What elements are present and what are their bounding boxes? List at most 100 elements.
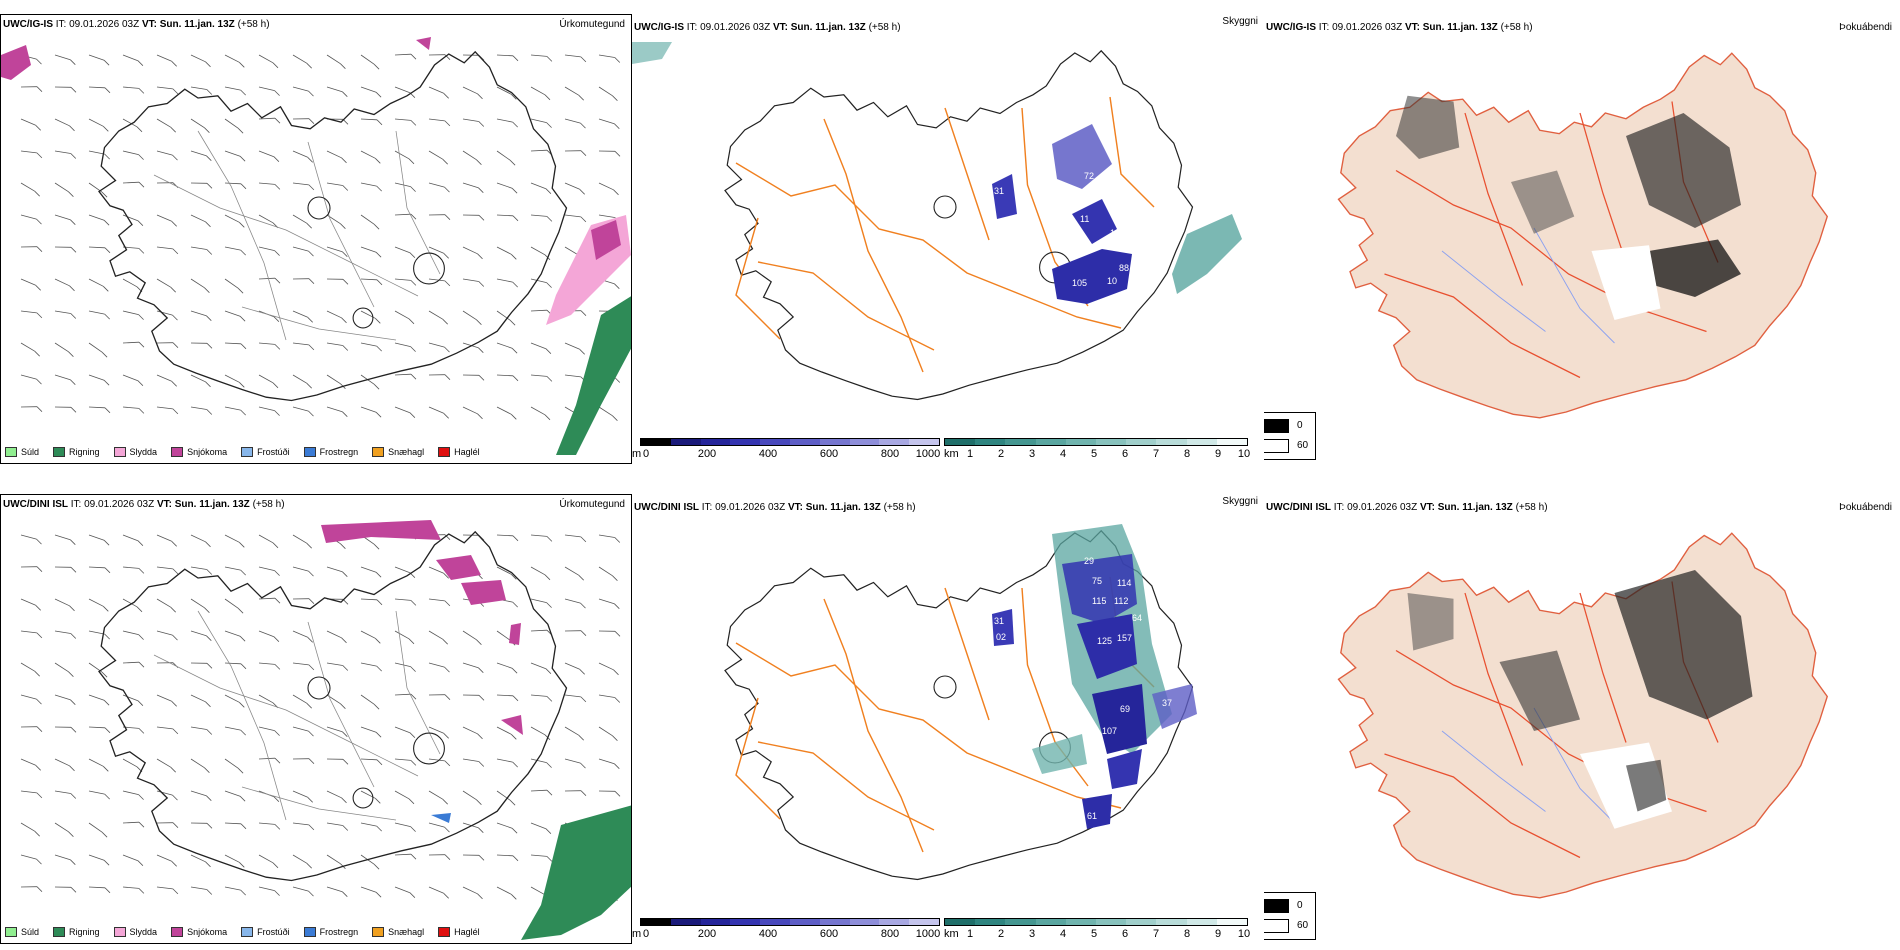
- vis-label: 64: [1132, 613, 1142, 623]
- fog-legend-swatch: [1264, 919, 1289, 933]
- colorbar-m: m 0 200 400 600 800 1000: [632, 438, 942, 464]
- legend-swatch: [171, 447, 184, 457]
- panel-header: UWC/IG-IS IT: 09.01.2026 03Z VT: Sun. 11…: [3, 19, 270, 30]
- vis-label: 69: [1120, 704, 1130, 714]
- fog-legend: 0 60: [1264, 412, 1316, 460]
- legend-item-3: Snjókoma: [171, 447, 227, 457]
- colorbar-segment: [1216, 439, 1248, 445]
- legend-item-5: Frostregn: [303, 927, 358, 937]
- colorbar-segment: [1216, 919, 1248, 925]
- vis-label: 10: [1107, 276, 1117, 286]
- colorbar-m: m 0 200 400 600 800 1000: [632, 918, 942, 944]
- colorbar-km: km 1 2 3 4 5 6 7 8 9 10: [944, 918, 1254, 944]
- colorbar-segment: [1035, 439, 1066, 445]
- vis-label: 88: [1119, 263, 1129, 273]
- panel-header: UWC/IG-IS IT: 09.01.2026 03Z VT: Sun. 11…: [1266, 22, 1533, 33]
- legend-item-1: Rigning: [53, 447, 100, 457]
- visibility-map: 29 75 114 115 112 64 125 157 31 02 69 10…: [724, 524, 1197, 881]
- colorbar-segment: [1005, 919, 1036, 925]
- legend-item-0: Súld: [5, 927, 39, 937]
- colorbar-segment: [1156, 439, 1187, 445]
- visibility-map: 105 10 88 11 31 103 72: [632, 42, 1242, 401]
- colorbar-segment: [789, 919, 820, 925]
- colorbar-segment: [789, 439, 820, 445]
- fog-map: [1337, 52, 1828, 419]
- fog-panel-top: UWC/IG-IS IT: 09.01.2026 03Z VT: Sun. 11…: [1264, 14, 1900, 464]
- vis-label: 02: [996, 632, 1006, 642]
- precip-legend: Súld Rigning Slydda Snjókoma Frostúði Fr…: [5, 447, 480, 457]
- colorbar-segment: [641, 919, 671, 925]
- legend-item-0: Súld: [5, 447, 39, 457]
- legend-swatch: [53, 927, 66, 937]
- legend-swatch: [372, 447, 385, 457]
- legend-swatch: [438, 927, 451, 937]
- legend-swatch: [303, 447, 316, 457]
- colorbar-segment: [670, 919, 701, 925]
- legend-item-1: Rigning: [53, 927, 100, 937]
- colorbar-segment: [700, 439, 731, 445]
- panel-header: UWC/DINI ISL IT: 09.01.2026 03Z VT: Sun.…: [1266, 502, 1548, 513]
- visibility-panel-top: UWC/IG-IS IT: 09.01.2026 03Z VT: Sun. 11…: [632, 14, 1264, 464]
- panel-title-precip: Úrkomutegund: [559, 19, 625, 30]
- colorbar-segment: [819, 919, 850, 925]
- colorbar-segment: [1096, 919, 1127, 925]
- colorbar-segment: [975, 439, 1006, 445]
- legend-item-6: Snæhagl: [372, 927, 424, 937]
- colorbar-segment: [849, 439, 880, 445]
- colorbar-segment: [849, 919, 880, 925]
- colorbar-segment: [1186, 439, 1217, 445]
- panel-header: UWC/DINI ISL IT: 09.01.2026 03Z VT: Sun.…: [3, 499, 285, 510]
- vis-label: 115: [1092, 596, 1106, 606]
- fog-panel-bottom: UWC/DINI ISL IT: 09.01.2026 03Z VT: Sun.…: [1264, 494, 1900, 944]
- legend-swatch: [438, 447, 451, 457]
- fog-legend-swatch: [1264, 439, 1289, 453]
- legend-swatch: [372, 927, 385, 937]
- colorbar-segment: [1065, 919, 1097, 925]
- colorbar-segment: [975, 919, 1006, 925]
- colorbar-segment: [670, 439, 701, 445]
- legend-item-4: Frostúði: [241, 927, 290, 937]
- panel-header: UWC/DINI ISL IT: 09.01.2026 03Z VT: Sun.…: [634, 502, 916, 513]
- legend-item-3: Snjókoma: [171, 927, 227, 937]
- panel-title-precip: Úrkomutegund: [559, 499, 625, 510]
- vis-label: 11: [1080, 214, 1089, 224]
- vis-label: 61: [1087, 811, 1097, 821]
- legend-swatch: [171, 927, 184, 937]
- vis-label: 31: [994, 616, 1004, 626]
- fog-map: [1337, 532, 1828, 899]
- vis-label: 157: [1117, 633, 1132, 643]
- precip-map: [20, 520, 631, 940]
- legend-swatch: [241, 927, 254, 937]
- legend-swatch: [113, 927, 126, 937]
- legend-item-7: Haglél: [438, 927, 480, 937]
- visibility-panel-bottom: UWC/DINI ISL IT: 09.01.2026 03Z VT: Sun.…: [632, 494, 1264, 944]
- legend-item-5: Frostregn: [303, 447, 358, 457]
- legend-swatch: [5, 447, 17, 457]
- precip-panel-bottom: UWC/DINI ISL IT: 09.01.2026 03Z VT: Sun.…: [0, 494, 632, 944]
- colorbar-segment: [1096, 439, 1127, 445]
- vis-label: 72: [1084, 171, 1094, 181]
- colorbar-segment: [819, 439, 850, 445]
- vis-label: 31: [994, 186, 1004, 196]
- colorbar-segment: [1005, 439, 1036, 445]
- colorbar-segment: [1126, 439, 1157, 445]
- wind-barbs: [20, 53, 621, 421]
- colorbar-segment: [730, 439, 761, 445]
- colorbar-km: km 1 2 3 4 5 6 7 8 9 10: [944, 438, 1254, 464]
- vis-label: 103: [1110, 228, 1125, 238]
- fog-legend: 0 60: [1264, 892, 1316, 940]
- vis-label: 37: [1162, 698, 1172, 708]
- panel-title-fog: Þokuábendi: [1839, 502, 1892, 513]
- colorbar-segment: [1126, 919, 1157, 925]
- vis-label: 29: [1084, 556, 1094, 566]
- colorbar-segment: [879, 919, 910, 925]
- colorbar-segment: [641, 439, 671, 445]
- colorbar-segment: [909, 919, 939, 925]
- colorbar-segment: [1065, 439, 1097, 445]
- fog-legend-swatch: [1264, 419, 1289, 433]
- legend-item-2: Slydda: [113, 447, 157, 457]
- colorbar-segment: [730, 919, 761, 925]
- vis-label: 125: [1097, 636, 1112, 646]
- colorbar-segment: [909, 439, 939, 445]
- colorbar-segment: [1156, 919, 1187, 925]
